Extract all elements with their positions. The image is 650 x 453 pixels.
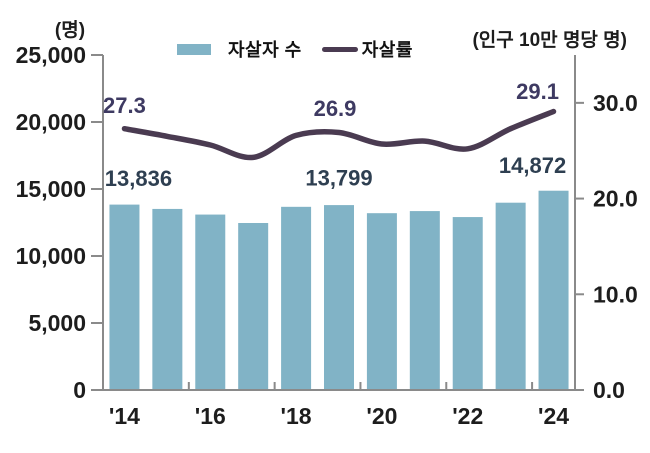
left-axis-tick-label: 15,000 [16,176,86,202]
bar-14 [109,204,140,390]
bar-value-label: 14,872 [499,153,566,178]
legend: 자살자 수 자살률 [177,38,413,60]
rate-value-label: 27.3 [103,93,146,118]
bar-23 [495,202,526,390]
bar-22 [452,217,483,390]
left-axis-tick-label: 25,000 [16,42,86,68]
x-axis-tick-label: '22 [452,403,483,429]
right-axis-tick-label: 0.0 [593,377,625,403]
x-axis-tick-label: '20 [366,403,397,429]
bar-16 [195,214,226,390]
x-axis-tick-label: '24 [538,403,569,429]
bar-15 [152,208,183,390]
legend-item-suicide-count: 자살자 수 [177,36,302,62]
right-axis-unit-label: (인구 10만 명당 명) [472,30,627,51]
legend-item-suicide-rate: 자살률 [321,36,413,62]
legend-label-suicide-count: 자살자 수 [228,40,302,60]
x-axis-tick-label: '14 [109,403,140,429]
suicide-rate-line [121,108,557,161]
bar-18 [281,206,312,390]
x-axis-tick-label: '16 [195,403,226,429]
left-axis-tick-label: 20,000 [16,109,86,135]
right-axis-tick-label: 10.0 [593,281,638,307]
bar-19 [324,205,354,390]
bar-value-label: 13,836 [105,166,172,191]
bar-17 [238,222,269,390]
line-series-swatch-icon [321,46,358,52]
bar-24 [538,190,569,390]
right-axis-tick-label: 20.0 [593,186,638,212]
left-axis-tick-label: 10,000 [16,243,86,269]
bar-21 [409,211,440,390]
left-axis-tick-label: 0 [73,377,86,403]
rate-value-label: 26.9 [314,96,357,121]
bar-series-swatch-icon [177,43,211,55]
left-axis-tick-label: 5,000 [28,310,86,336]
right-axis-tick-label: 30.0 [593,90,638,116]
x-axis-tick-label: '18 [281,403,312,429]
bar-20 [366,213,397,390]
bar-value-label: 13,799 [305,166,372,191]
left-axis-unit-label: (명) [54,20,86,41]
rate-value-label: 29.1 [516,79,559,104]
legend-label-suicide-rate: 자살률 [361,40,413,60]
